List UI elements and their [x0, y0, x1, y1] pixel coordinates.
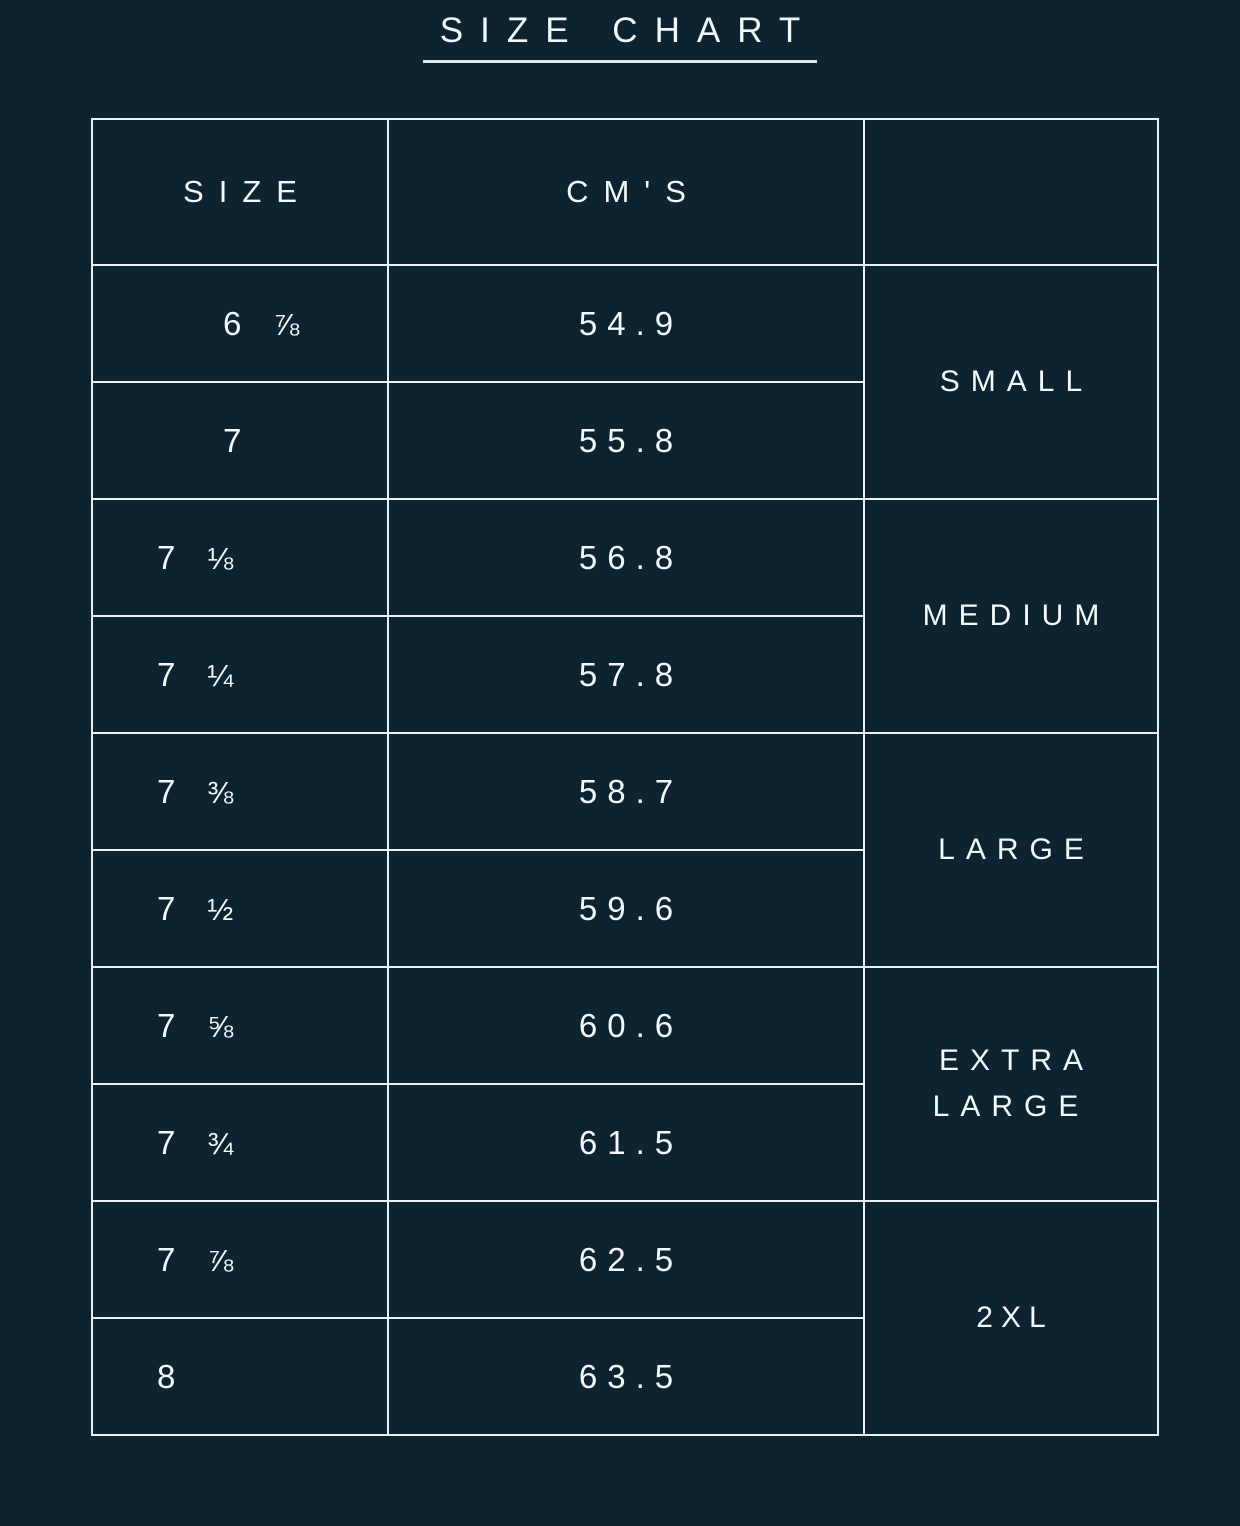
size-fraction: ½	[207, 891, 236, 927]
page-title: SIZE CHART	[422, 11, 818, 63]
size-fraction: ¾	[207, 1125, 236, 1161]
cell-category: EXTRA LARGE	[863, 966, 1159, 1202]
cell-category: LARGE	[863, 732, 1159, 968]
size-whole: 6	[223, 304, 244, 342]
cell-category: MEDIUM	[863, 498, 1159, 734]
cell-category: SMALL	[863, 264, 1159, 500]
size-whole: 7	[157, 1006, 178, 1044]
size-fraction: ⅜	[207, 774, 236, 810]
category-line-1: EXTRA	[938, 1043, 1095, 1077]
category-line-2: LARGE	[932, 1090, 1090, 1123]
category-line-1: SMALL	[939, 364, 1094, 398]
cell-category: 2XL	[863, 1200, 1159, 1436]
size-whole: 7	[157, 1240, 178, 1278]
size-fraction: ¼	[207, 657, 236, 693]
cell-cm: 54.9	[387, 264, 865, 383]
cell-cm: 61.5	[387, 1083, 865, 1202]
size-fraction: ⅝	[207, 1008, 236, 1044]
table-row: 8 63.5	[91, 1317, 1158, 1436]
size-fraction: ⅛	[207, 540, 236, 576]
cell-cm: 55.8	[387, 381, 865, 500]
cell-cm: 57.8	[387, 615, 865, 734]
size-whole: 7	[157, 772, 178, 810]
column-header-category	[863, 118, 1159, 266]
cell-size: 7	[91, 381, 389, 500]
size-whole: 7	[157, 889, 178, 927]
cell-cm: 58.7	[387, 732, 865, 851]
column-header-cm: CM'S	[387, 118, 865, 266]
size-whole: 8	[157, 1357, 178, 1395]
size-fraction: ⅞	[273, 306, 302, 342]
category-line-1: LARGE	[938, 832, 1095, 866]
cell-cm: 59.6	[387, 849, 865, 968]
size-fraction: ⅞	[207, 1242, 236, 1278]
category-line-1: 2XL	[976, 1300, 1054, 1334]
page-title-container: SIZE CHART	[0, 11, 1240, 63]
cell-size: 8	[91, 1317, 389, 1436]
cell-cm: 60.6	[387, 966, 865, 1085]
cell-cm: 62.5	[387, 1200, 865, 1319]
size-whole: 7	[157, 655, 178, 693]
size-whole: 7	[157, 1123, 178, 1161]
table-row: 7 55.8	[91, 381, 1158, 500]
table-header-row: SIZE CM'S	[91, 118, 1159, 266]
size-whole: 7	[223, 421, 244, 459]
cell-cm: 63.5	[387, 1317, 865, 1436]
column-header-size: SIZE	[91, 118, 389, 266]
size-whole: 7	[157, 538, 178, 576]
cell-cm: 56.8	[387, 498, 865, 617]
category-line-1: MEDIUM	[922, 598, 1111, 632]
